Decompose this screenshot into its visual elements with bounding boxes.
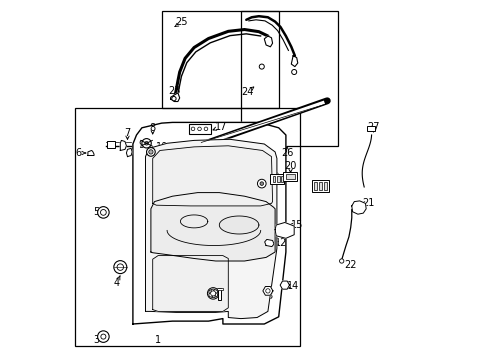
Text: 26: 26 — [280, 148, 293, 158]
Circle shape — [257, 179, 265, 188]
Text: 13: 13 — [261, 291, 273, 301]
Circle shape — [265, 289, 269, 293]
Text: 4: 4 — [113, 278, 120, 288]
Polygon shape — [152, 146, 272, 206]
Circle shape — [339, 259, 343, 263]
Text: 12: 12 — [275, 238, 287, 248]
Bar — [162, 11, 278, 108]
Bar — [276, 176, 279, 182]
Bar — [107, 141, 115, 148]
Text: 27: 27 — [366, 122, 379, 132]
Bar — [241, 11, 337, 146]
Polygon shape — [275, 222, 294, 238]
Text: 20: 20 — [284, 161, 296, 171]
Circle shape — [101, 210, 106, 215]
Circle shape — [101, 334, 106, 339]
Circle shape — [204, 127, 207, 131]
Polygon shape — [133, 122, 285, 324]
Circle shape — [114, 261, 126, 274]
Polygon shape — [170, 93, 179, 102]
Circle shape — [144, 141, 148, 145]
Polygon shape — [145, 139, 276, 319]
Text: 7: 7 — [124, 128, 130, 138]
Text: 1: 1 — [155, 335, 161, 345]
Text: 18: 18 — [268, 172, 280, 182]
Bar — [311, 180, 329, 192]
Text: 6: 6 — [75, 148, 81, 158]
Bar — [188, 124, 211, 134]
Bar — [285, 174, 294, 179]
Polygon shape — [88, 150, 94, 156]
Bar — [313, 182, 316, 190]
Polygon shape — [126, 148, 132, 157]
Circle shape — [191, 127, 194, 131]
Bar — [366, 126, 374, 131]
Circle shape — [291, 69, 296, 75]
Bar — [280, 176, 283, 182]
Text: 22: 22 — [344, 260, 356, 270]
Text: 5: 5 — [93, 207, 99, 217]
Text: 8: 8 — [149, 123, 156, 133]
Polygon shape — [151, 193, 275, 261]
Text: 9: 9 — [139, 140, 144, 150]
Circle shape — [208, 293, 213, 297]
Bar — [216, 288, 222, 290]
Polygon shape — [264, 36, 272, 47]
Circle shape — [211, 289, 215, 293]
Text: 10: 10 — [155, 142, 167, 152]
Circle shape — [197, 127, 201, 131]
Circle shape — [171, 96, 176, 101]
Text: 17: 17 — [214, 122, 227, 132]
Bar — [272, 176, 275, 182]
Circle shape — [260, 182, 263, 185]
Bar — [75, 108, 300, 346]
Bar — [283, 172, 296, 181]
Polygon shape — [219, 216, 258, 234]
Circle shape — [213, 290, 217, 294]
Circle shape — [98, 331, 109, 342]
Text: 2: 2 — [224, 292, 231, 302]
Polygon shape — [120, 140, 126, 150]
Polygon shape — [263, 287, 272, 295]
Bar — [270, 174, 284, 184]
Circle shape — [208, 290, 213, 294]
Circle shape — [98, 207, 109, 218]
Circle shape — [211, 293, 215, 298]
Bar — [318, 182, 321, 190]
Bar — [218, 288, 221, 300]
Circle shape — [148, 150, 153, 154]
Polygon shape — [152, 256, 228, 311]
Bar — [323, 182, 326, 190]
Circle shape — [213, 293, 217, 297]
Text: 16: 16 — [248, 179, 260, 189]
Polygon shape — [264, 239, 273, 247]
Text: 23: 23 — [168, 86, 180, 96]
Text: 19: 19 — [313, 180, 325, 190]
Polygon shape — [351, 201, 366, 214]
Text: 15: 15 — [290, 220, 302, 230]
Text: 14: 14 — [286, 281, 299, 291]
Circle shape — [117, 264, 123, 270]
Text: 25: 25 — [175, 17, 187, 27]
Polygon shape — [280, 281, 289, 289]
Text: 11: 11 — [205, 292, 218, 302]
Circle shape — [146, 148, 155, 156]
Circle shape — [259, 64, 264, 69]
Text: 24: 24 — [241, 87, 253, 97]
Text: 3: 3 — [93, 335, 99, 345]
Circle shape — [142, 139, 151, 148]
Text: 21: 21 — [362, 198, 374, 208]
Circle shape — [210, 291, 215, 296]
